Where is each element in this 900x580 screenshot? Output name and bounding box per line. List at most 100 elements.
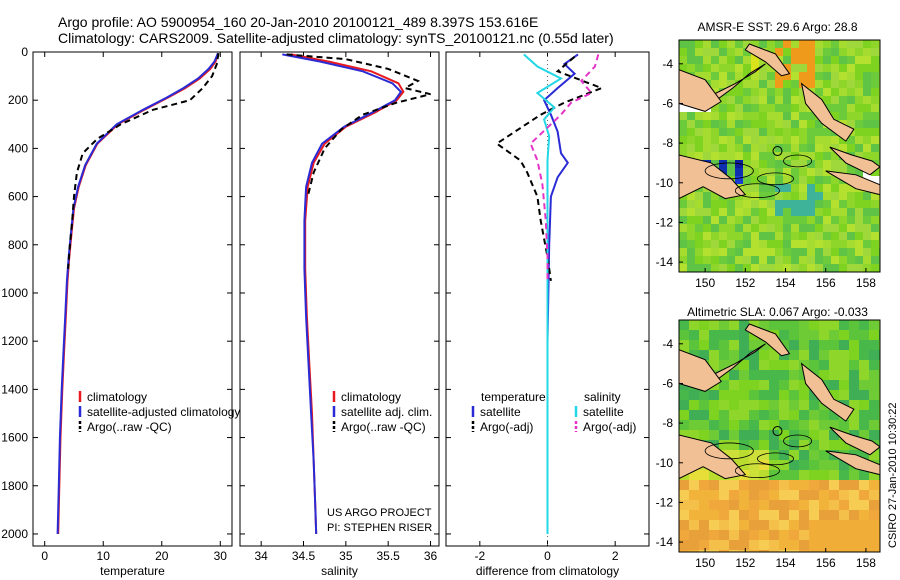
sst_map-cell	[711, 136, 720, 145]
sst_map-cell	[751, 256, 760, 265]
sla_map-cell	[869, 370, 880, 381]
sst_map-cell	[863, 192, 872, 201]
difference-series-salinity-satellite	[523, 53, 564, 534]
sla_map-cell	[829, 530, 840, 541]
sst_map-cell	[767, 152, 776, 161]
sla_map-cell	[779, 440, 790, 451]
sst_map-cell	[727, 224, 736, 233]
sst_map-cell	[719, 264, 728, 272]
sst_map-cell	[719, 104, 728, 113]
sla_map-cell	[829, 500, 840, 511]
sla_map-cell	[779, 480, 790, 491]
sla_map-cell	[809, 350, 820, 361]
temperature-legend-label: satellite-adjusted climatology	[87, 405, 240, 419]
sst_map-cell	[735, 144, 744, 153]
sla_map-cell	[679, 510, 690, 521]
sst_map-cell	[775, 256, 784, 265]
sla_map-cell	[739, 380, 750, 391]
sst_map-cell	[863, 88, 872, 97]
sst_map-cell	[783, 96, 792, 105]
sla_map-cell	[809, 440, 820, 451]
sst_map-cell	[831, 136, 840, 145]
sla_map-land	[744, 323, 791, 357]
sst_map-cell	[711, 72, 720, 81]
sst_map-cell	[791, 120, 800, 129]
sla_map-cell	[749, 420, 760, 431]
sst_map-cell	[823, 48, 832, 57]
sla_map-cell	[679, 340, 690, 351]
sst_map-cell	[695, 224, 704, 233]
sst_map-cell	[775, 48, 784, 57]
sst_map-cell	[711, 224, 720, 233]
sla_map-cell	[769, 410, 780, 421]
sla_map-cell	[729, 320, 740, 331]
sla_map-frame	[678, 319, 881, 553]
sst_map-cell	[767, 64, 776, 73]
sst_map-cell	[687, 232, 696, 241]
sst_map-cell	[751, 144, 760, 153]
sst_map-cell	[703, 144, 712, 153]
sla_map-cell	[749, 510, 760, 521]
sst_map-cell	[743, 128, 752, 137]
sst_map-cell	[799, 224, 808, 233]
sst_map-cell	[847, 208, 856, 217]
sla_map-cell	[859, 550, 870, 552]
sla_map-cell	[729, 520, 740, 531]
temperature-xlabel: temperature	[100, 564, 165, 578]
sst_map-cell	[855, 168, 864, 177]
sla_map-cell	[799, 550, 810, 552]
sst_map-cell	[807, 120, 816, 129]
sla_map-cell	[859, 480, 870, 491]
sst_map-cell	[863, 48, 872, 57]
sla_map-cell	[739, 490, 750, 501]
sst_map-cell	[751, 208, 760, 217]
sst_map-field	[679, 40, 880, 272]
sst_map-cell	[719, 248, 728, 257]
sst_map-cell	[839, 104, 848, 113]
sst_map-cell	[775, 248, 784, 257]
sst_map-cell	[679, 112, 688, 121]
sla_map-cell	[759, 500, 770, 511]
sla_map-cell	[739, 330, 750, 341]
sla_map-cell	[849, 400, 860, 411]
sst_map-cell	[775, 176, 784, 185]
sst_map-cell	[855, 48, 864, 57]
difference-xlabel: difference from climatology	[476, 564, 619, 578]
salinity-xtick-label: 34.5	[292, 549, 316, 563]
sst_map-cell	[759, 80, 768, 89]
sst_map-cell	[791, 192, 800, 201]
sla_map-cell	[829, 550, 840, 552]
sla_map-cell	[759, 480, 770, 491]
sst_map-cell	[743, 216, 752, 225]
sla_map-cell	[829, 360, 840, 371]
sst_map-cell	[799, 120, 808, 129]
salinity-xtick-label: 35.5	[377, 549, 401, 563]
sla_map-cell	[799, 500, 810, 511]
sst_map-cell	[791, 104, 800, 113]
sla_map-cell	[679, 520, 690, 531]
sst_map-cell	[679, 200, 688, 209]
sla_map-cell	[819, 430, 830, 441]
sla_map-cell	[869, 430, 880, 441]
sla_map-cell	[689, 410, 700, 421]
sst_map-cell	[743, 40, 752, 49]
sst_map-cell	[783, 48, 792, 57]
sst_map-cell	[687, 112, 696, 121]
sst_map-cell	[871, 152, 880, 161]
sst_map-cell	[807, 192, 816, 201]
sst_map-cell	[791, 232, 800, 241]
sla_map-land	[829, 426, 880, 456]
sla_map-cell	[729, 430, 740, 441]
sst_map-cell	[799, 192, 808, 201]
sst_map-argo-marker	[772, 146, 783, 157]
sst_map-cell	[839, 168, 848, 177]
sst_map-cell	[855, 192, 864, 201]
sst_map-cell	[759, 152, 768, 161]
sst_map-cell	[687, 224, 696, 233]
sla_map-cell	[849, 380, 860, 391]
sla_map-cell	[719, 430, 730, 441]
sst_map-cell	[727, 168, 736, 177]
sst_map-cell	[807, 232, 816, 241]
sst_map-cell	[687, 152, 696, 161]
sst_map-cell	[799, 112, 808, 121]
